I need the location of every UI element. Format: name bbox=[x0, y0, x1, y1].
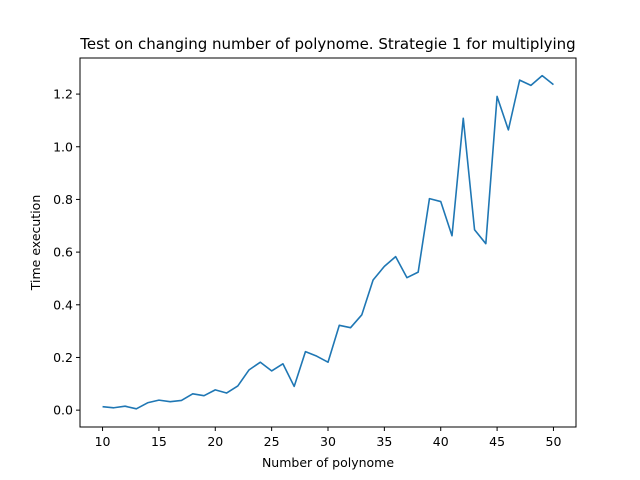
x-tick-label: 25 bbox=[264, 434, 280, 449]
y-axis-label: Time execution bbox=[28, 195, 43, 291]
x-tick-label: 40 bbox=[433, 434, 449, 449]
x-axis-ticks: 10 15 20 25 30 35 40 45 50 bbox=[95, 427, 562, 449]
x-tick-label: 20 bbox=[207, 434, 223, 449]
y-tick-label: 0.2 bbox=[53, 350, 73, 365]
x-tick-label: 45 bbox=[489, 434, 505, 449]
y-tick-label: 0.4 bbox=[53, 297, 73, 312]
x-axis-label: Number of polynome bbox=[262, 455, 394, 470]
y-axis-ticks: 0.0 0.2 0.4 0.6 0.8 1.0 1.2 bbox=[53, 87, 80, 418]
x-tick-label: 35 bbox=[376, 434, 392, 449]
y-tick-label: 0.0 bbox=[53, 403, 73, 418]
y-tick-label: 1.2 bbox=[53, 87, 73, 102]
y-tick-label: 0.8 bbox=[53, 192, 73, 207]
x-tick-label: 10 bbox=[95, 434, 111, 449]
x-tick-label: 50 bbox=[546, 434, 562, 449]
chart-title: Test on changing number of polynome. Str… bbox=[79, 35, 575, 53]
plot-frame bbox=[79, 57, 577, 428]
x-tick-label: 15 bbox=[151, 434, 167, 449]
y-tick-label: 0.6 bbox=[53, 245, 73, 260]
x-tick-label: 30 bbox=[320, 434, 336, 449]
y-tick-label: 1.0 bbox=[53, 139, 73, 154]
series-line bbox=[102, 74, 554, 410]
